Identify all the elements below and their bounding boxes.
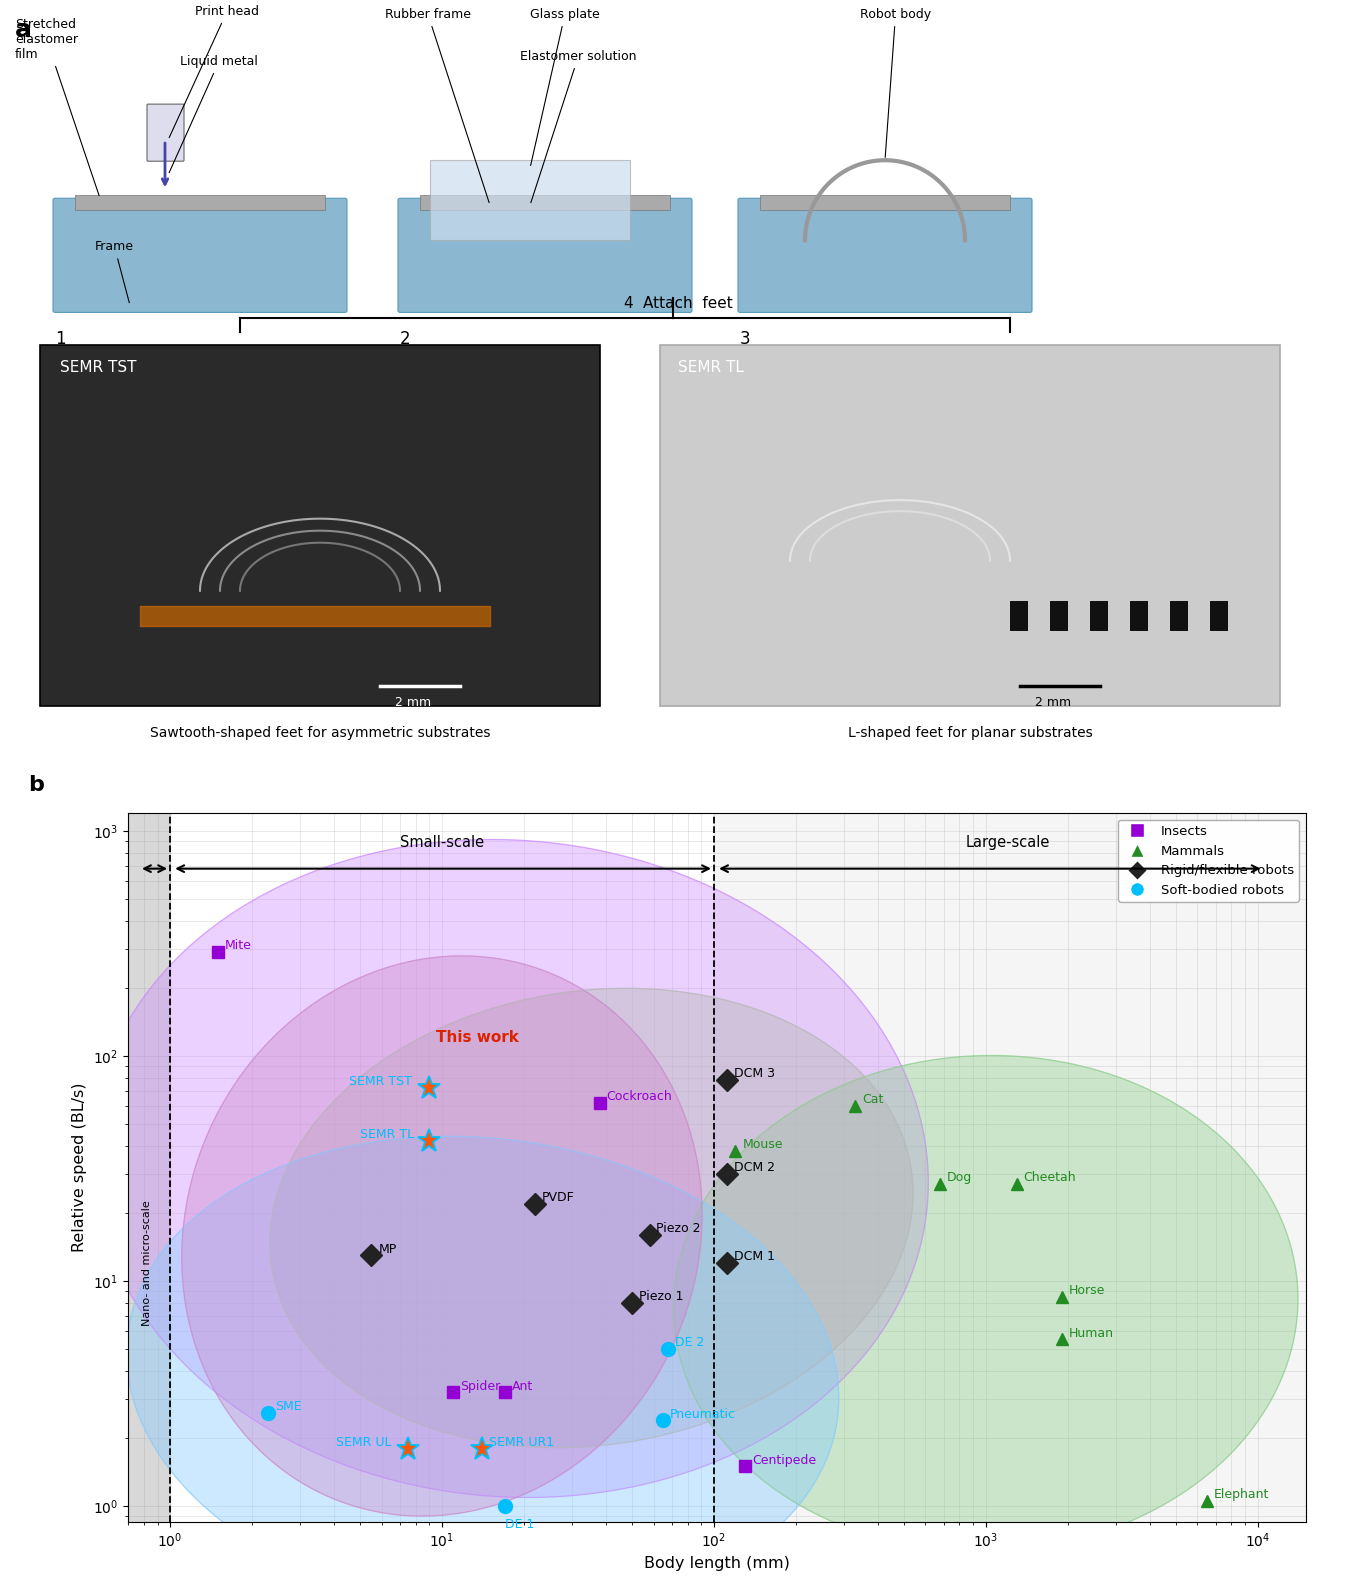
Text: SEMR TST: SEMR TST	[61, 361, 136, 375]
Polygon shape	[182, 956, 703, 1516]
Text: Centipede: Centipede	[752, 1454, 816, 1467]
Text: Rubber frame: Rubber frame	[385, 8, 489, 202]
Text: DE 1: DE 1	[505, 1519, 534, 1531]
Text: L-shaped feet for planar substrates: L-shaped feet for planar substrates	[848, 726, 1093, 740]
Text: Liquid metal: Liquid metal	[170, 55, 258, 172]
Text: Pneumatic: Pneumatic	[670, 1408, 736, 1421]
Text: 4: 4	[623, 296, 633, 312]
Text: Mouse: Mouse	[743, 1137, 783, 1150]
Text: Piezo 2: Piezo 2	[657, 1223, 701, 1236]
Text: Cat: Cat	[861, 1093, 883, 1106]
Y-axis label: Relative speed (BL/s): Relative speed (BL/s)	[73, 1082, 87, 1253]
Text: DCM 2: DCM 2	[734, 1161, 775, 1174]
FancyBboxPatch shape	[1010, 601, 1028, 631]
Text: Piezo 1: Piezo 1	[639, 1289, 684, 1304]
Polygon shape	[673, 1055, 1298, 1552]
Text: SEMR TST: SEMR TST	[349, 1076, 412, 1088]
Text: 1: 1	[55, 331, 66, 348]
FancyBboxPatch shape	[760, 195, 1010, 210]
Text: Elephant: Elephant	[1214, 1489, 1269, 1501]
Text: 2: 2	[400, 331, 411, 348]
FancyBboxPatch shape	[660, 345, 1280, 706]
FancyBboxPatch shape	[738, 198, 1032, 312]
Text: Nano- and micro-scale: Nano- and micro-scale	[141, 1201, 152, 1326]
Text: SEMR UR1: SEMR UR1	[489, 1436, 553, 1449]
Text: Robot body: Robot body	[860, 8, 931, 158]
Text: Large-scale: Large-scale	[965, 835, 1050, 851]
Text: 2 mm: 2 mm	[394, 696, 431, 709]
Text: Print head: Print head	[170, 5, 258, 138]
Text: Dog: Dog	[948, 1171, 972, 1185]
Text: 3: 3	[740, 331, 751, 348]
FancyBboxPatch shape	[429, 160, 630, 240]
FancyBboxPatch shape	[1050, 601, 1067, 631]
Bar	[128, 813, 170, 1522]
Text: Sawtooth-shaped feet for asymmetric substrates: Sawtooth-shaped feet for asymmetric subs…	[149, 726, 490, 740]
Text: PVDF: PVDF	[542, 1191, 575, 1204]
Text: Human: Human	[1069, 1327, 1113, 1340]
Text: DCM 1: DCM 1	[734, 1250, 775, 1264]
Text: DE 2: DE 2	[676, 1335, 705, 1349]
Text: Stretched
elastomer
film: Stretched elastomer film	[15, 17, 100, 196]
FancyBboxPatch shape	[1170, 601, 1189, 631]
Text: Frame: Frame	[96, 240, 135, 302]
FancyBboxPatch shape	[1131, 601, 1148, 631]
Text: Glass plate: Glass plate	[530, 8, 600, 166]
Legend: Insects, Mammals, Rigid/flexible robots, Soft-bodied robots: Insects, Mammals, Rigid/flexible robots,…	[1119, 819, 1299, 902]
FancyBboxPatch shape	[147, 104, 184, 161]
Bar	[713, 813, 1306, 1522]
Text: SEMR UL: SEMR UL	[335, 1436, 392, 1449]
Text: SEMR TL: SEMR TL	[678, 361, 744, 375]
Polygon shape	[92, 840, 929, 1498]
Text: SME: SME	[276, 1400, 302, 1413]
Text: 2 mm: 2 mm	[1035, 696, 1071, 709]
Text: Small-scale: Small-scale	[400, 835, 485, 851]
FancyBboxPatch shape	[40, 345, 600, 706]
FancyBboxPatch shape	[52, 198, 347, 312]
Text: Horse: Horse	[1069, 1285, 1105, 1297]
Text: This work: This work	[436, 1030, 518, 1046]
Text: Attach  feet: Attach feet	[643, 296, 732, 312]
Polygon shape	[127, 1136, 839, 1582]
FancyBboxPatch shape	[420, 195, 670, 210]
Text: MP: MP	[378, 1242, 397, 1256]
Text: a: a	[15, 17, 32, 43]
FancyBboxPatch shape	[398, 198, 692, 312]
Text: DCM 3: DCM 3	[734, 1068, 775, 1081]
Text: b: b	[28, 775, 43, 796]
FancyBboxPatch shape	[1210, 601, 1228, 631]
Text: Ant: Ant	[511, 1380, 533, 1392]
Polygon shape	[271, 989, 913, 1448]
FancyBboxPatch shape	[1090, 601, 1108, 631]
Text: SEMR TL: SEMR TL	[359, 1128, 415, 1141]
Text: Elastomer solution: Elastomer solution	[520, 51, 637, 202]
Text: Spider: Spider	[460, 1380, 501, 1392]
X-axis label: Body length (mm): Body length (mm)	[643, 1555, 790, 1571]
Text: Cheetah: Cheetah	[1024, 1171, 1077, 1185]
FancyBboxPatch shape	[75, 195, 324, 210]
Text: Mite: Mite	[225, 940, 252, 952]
Text: Cockroach: Cockroach	[607, 1090, 672, 1103]
